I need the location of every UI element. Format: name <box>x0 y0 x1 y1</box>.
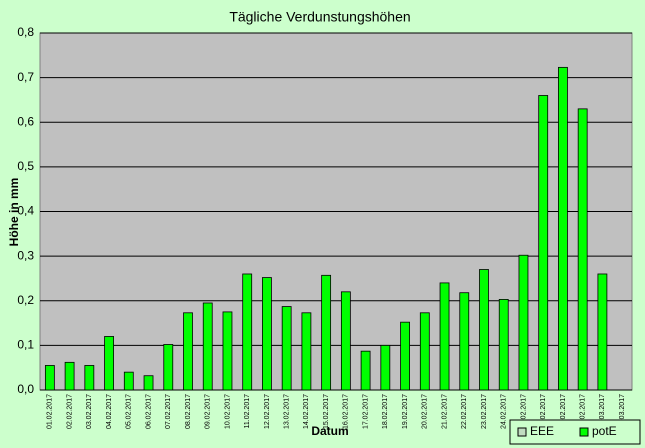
y-axis-label: Höhe in mm <box>7 178 21 247</box>
legend-swatch <box>579 427 589 437</box>
y-tick-label: 0,3 <box>17 248 34 262</box>
y-tick-label: 0,2 <box>17 293 34 307</box>
x-tick-label: 01.03.2017 <box>599 394 606 429</box>
bar <box>419 312 430 391</box>
x-tick-label: 06.02.2017 <box>145 394 152 429</box>
x-tick-label: 15.02.2017 <box>323 394 330 429</box>
x-tick-label: 27.02.2017 <box>560 394 567 429</box>
y-tick-label: 0,8 <box>17 25 34 39</box>
bar <box>281 306 292 391</box>
bar <box>340 291 351 391</box>
y-tick-label: 0,4 <box>17 204 34 218</box>
bar <box>577 108 588 391</box>
bar <box>242 273 253 391</box>
x-tick-label: 19.02.2017 <box>402 394 409 429</box>
x-tick-label: 12.02.2017 <box>264 394 271 429</box>
x-tick-label: 14.02.2017 <box>303 394 310 429</box>
bar <box>44 365 55 391</box>
bar <box>262 277 272 391</box>
x-tick-label: 04.02.2017 <box>106 394 113 429</box>
x-tick-label: 02.02.2017 <box>66 394 73 429</box>
bar <box>439 282 450 391</box>
bar <box>143 375 154 391</box>
x-axis-label: Datum <box>311 424 348 438</box>
x-tick-label: 03.02.2017 <box>86 394 93 429</box>
x-tick-label: 11.02.2017 <box>244 394 251 429</box>
bar <box>183 312 193 391</box>
x-tick-label: 13.02.2017 <box>284 394 291 429</box>
x-tick-label: 08.02.2017 <box>185 394 192 429</box>
x-tick-label: 07.02.2017 <box>165 394 172 429</box>
x-tick-label: 09.02.2017 <box>205 394 212 429</box>
x-tick-label: 21.02.2017 <box>441 394 448 429</box>
x-tick-label: 20.02.2017 <box>422 394 429 429</box>
bar <box>163 344 174 391</box>
bar <box>538 95 549 391</box>
bar <box>380 344 391 391</box>
x-tick-label: 25.02.2017 <box>520 394 527 429</box>
bar <box>479 269 489 391</box>
bar <box>123 371 134 391</box>
y-tick-label: 0,7 <box>17 70 34 84</box>
chart-title: Tägliche Verdunstungshöhen <box>229 9 410 25</box>
y-tick-label: 0,1 <box>17 338 34 352</box>
bar <box>321 274 332 391</box>
bar <box>400 321 410 391</box>
x-tick-label: 24.02.2017 <box>501 394 508 429</box>
x-tick-label: 26.02.2017 <box>540 394 547 429</box>
bar <box>498 299 509 391</box>
y-tick-label: 0,0 <box>17 382 34 396</box>
y-tick-label: 0,6 <box>17 114 34 128</box>
bar <box>360 350 371 391</box>
bar <box>64 361 75 391</box>
bar <box>104 336 114 391</box>
x-tick-label: 17.02.2017 <box>362 394 369 429</box>
x-tick-label: 05.02.2017 <box>126 394 133 429</box>
bar <box>518 254 529 391</box>
legend-label: EEE <box>530 424 554 438</box>
x-tick-label: 10.02.2017 <box>224 394 231 429</box>
x-tick-label: 01.02.2017 <box>47 394 54 429</box>
bar <box>84 365 95 391</box>
bar <box>222 311 233 391</box>
bar <box>558 66 568 391</box>
legend-swatch <box>517 427 527 437</box>
x-tick-label: 18.02.2017 <box>382 394 389 429</box>
x-tick-label: 28.02.2017 <box>580 394 587 429</box>
x-tick-label: 23.02.2017 <box>481 394 488 429</box>
x-tick-label: 02.03.2017 <box>619 394 626 429</box>
legend-box <box>509 419 641 445</box>
legend-label: potE <box>592 424 617 438</box>
bar <box>597 273 608 391</box>
y-tick-label: 0,5 <box>17 159 34 173</box>
bar <box>459 292 470 391</box>
bar <box>202 302 213 391</box>
x-tick-label: 16.02.2017 <box>343 394 350 429</box>
bar <box>301 312 312 391</box>
x-tick-label: 22.02.2017 <box>461 394 468 429</box>
